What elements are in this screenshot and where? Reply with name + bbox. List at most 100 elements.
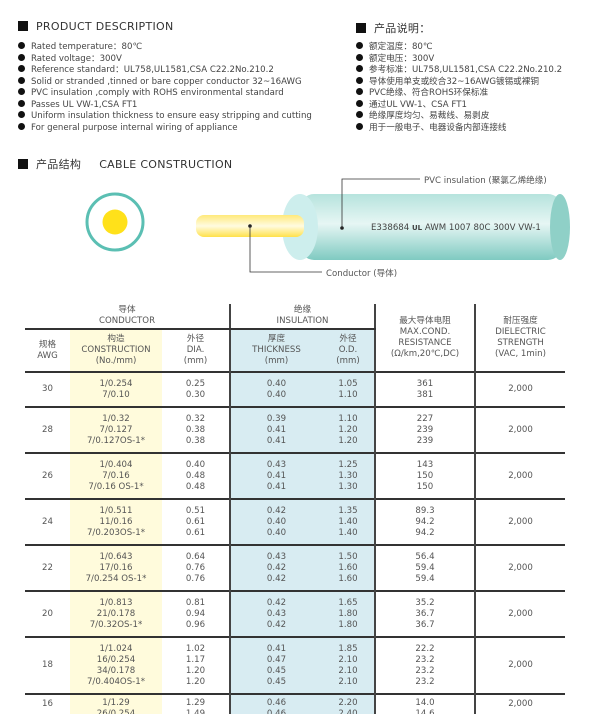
marking-text: AWM 1007 80C 300V VW-1 bbox=[424, 223, 541, 233]
list-item: 导体使用单支或绞合32~16AWG镀锡或裸铜 bbox=[356, 77, 562, 89]
insulation-end bbox=[550, 194, 570, 260]
heading-text: 产品说明： bbox=[374, 22, 431, 35]
list-item: PVC绝缘、符合ROHS环保标准 bbox=[356, 88, 562, 100]
cell-dielectric: 2,000 bbox=[474, 636, 565, 694]
cell-awg: 16 bbox=[25, 693, 70, 714]
description-list-cn: 额定温度：80℃ 额定电压：300V 参考标准：UL758,UL1581,CSA C… bbox=[356, 42, 562, 134]
group-header-conductor: 导体 CONDUCTOR bbox=[25, 304, 230, 330]
cell-dielectric: 2,000 bbox=[474, 371, 565, 407]
square-bullet-icon bbox=[18, 159, 28, 169]
header-construction: 构造 CONSTRUCTION (No./mm) bbox=[70, 329, 162, 372]
cell-thickness: 0.42 0.40 0.40 bbox=[229, 498, 322, 545]
list-item: 绝缘厚度均匀、易裁线、易剥皮 bbox=[356, 111, 562, 123]
cell-od: 1.50 1.60 1.60 bbox=[322, 544, 375, 591]
header-awg: 规格 AWG bbox=[37, 339, 58, 361]
cell-od: 1.85 2.10 2.10 2.10 bbox=[322, 636, 375, 694]
table-row: 20 1/0.813 21/0.178 7/0.32OS-1* 0.81 0.94 … bbox=[25, 590, 565, 637]
cell-dielectric: 2,000 bbox=[474, 693, 565, 714]
list-item: 额定电压：300V bbox=[356, 54, 562, 66]
cell-dielectric: 2,000 bbox=[474, 590, 565, 637]
specification-table: 导体 CONDUCTOR 绝缘 INSULATION 最大导体电阻 MAX.CO… bbox=[25, 304, 565, 714]
cell-dia: 0.40 0.48 0.48 bbox=[162, 452, 230, 499]
cell-dia: 0.51 0.61 0.61 bbox=[162, 498, 230, 545]
cell-construction: 1/0.404 7/0.16 7/0.16 OS-1* bbox=[70, 452, 162, 499]
cell-thickness: 0.39 0.41 0.41 bbox=[229, 406, 322, 453]
table-row: 24 1/0.511 11/0.16 7/0.203OS-1* 0.51 0.61 … bbox=[25, 498, 565, 545]
cross-section-conductor bbox=[102, 209, 128, 235]
conductor-leader-line bbox=[249, 226, 322, 273]
cell-dielectric: 2,000 bbox=[474, 544, 565, 591]
product-description-heading: PRODUCT DESCRIPTION bbox=[18, 20, 174, 33]
cell-awg: 28 bbox=[25, 406, 70, 453]
cable-construction-heading: 产品结构 CABLE CONSTRUCTION bbox=[18, 156, 232, 172]
cell-construction: 1/0.643 17/0.16 7/0.254 OS-1* bbox=[70, 544, 162, 591]
cell-dia: 0.25 0.30 bbox=[162, 371, 230, 407]
table-row: 28 1/0.32 7/0.127 7/0.127OS-1* 0.32 0.38 0… bbox=[25, 406, 565, 453]
cell-od: 1.35 1.40 1.40 bbox=[322, 498, 375, 545]
cell-thickness: 0.42 0.43 0.42 bbox=[229, 590, 322, 637]
header-dielectric: 耐压强度 DIELECTRIC STRENGTH (VAC, 1min) bbox=[474, 304, 565, 372]
cell-thickness: 0.40 0.40 bbox=[229, 371, 322, 407]
cell-resistance: 361 381 bbox=[374, 371, 475, 407]
cell-awg: 22 bbox=[25, 544, 70, 591]
cell-awg: 20 bbox=[25, 590, 70, 637]
cell-dia: 1.29 1.49 bbox=[162, 693, 230, 714]
cell-construction: 1/0.32 7/0.127 7/0.127OS-1* bbox=[70, 406, 162, 453]
cell-od: 1.25 1.30 1.30 bbox=[322, 452, 375, 499]
cell-od: 1.10 1.20 1.20 bbox=[322, 406, 375, 453]
group-header-insulation: 绝缘 INSULATION bbox=[229, 304, 375, 330]
cell-resistance: 227 239 239 bbox=[374, 406, 475, 453]
table-row: 18 1/1.024 16/0.254 34/0.178 7/0.404OS-1*… bbox=[25, 636, 565, 694]
header-resistance: 最大导体电阻 MAX.COND. RESISTANCE (Ω/km,20℃,DC… bbox=[374, 304, 475, 372]
heading-text-cn: 产品结构 bbox=[36, 158, 82, 171]
table-row: 26 1/0.404 7/0.16 7/0.16 OS-1* 0.40 0.48 0… bbox=[25, 452, 565, 499]
table-row: 16 1/1.29 26/0.254 1.29 1.49 0.46 0.46 2.20 … bbox=[25, 693, 565, 714]
cell-od: 1.05 1.10 bbox=[322, 371, 375, 407]
list-item: Passes UL VW-1,CSA FT1 bbox=[18, 100, 312, 112]
cell-awg: 18 bbox=[25, 636, 70, 694]
cable-marking: E338684 UL AWM 1007 80C 300V VW-1 bbox=[371, 223, 541, 233]
insulation-label: PVC insulation (聚氯乙烯绝缘) bbox=[424, 176, 547, 186]
list-item: Rated voltage：300V bbox=[18, 54, 312, 66]
list-item: 额定温度：80℃ bbox=[356, 42, 562, 54]
cell-resistance: 22.2 23.2 23.2 23.2 bbox=[374, 636, 475, 694]
marking-file-number: E338684 bbox=[371, 223, 410, 233]
conductor-label: Conductor (导体) bbox=[326, 269, 398, 279]
cell-od: 1.65 1.80 1.80 bbox=[322, 590, 375, 637]
cable-diagram bbox=[85, 178, 570, 273]
list-item: For general purpose internal wiring of a… bbox=[18, 123, 312, 135]
cell-dia: 0.64 0.76 0.76 bbox=[162, 544, 230, 591]
list-item: Uniform insulation thickness to ensure e… bbox=[18, 111, 312, 123]
cell-awg: 30 bbox=[25, 371, 70, 407]
product-description-cn-heading: 产品说明： bbox=[356, 20, 431, 36]
table-row: 22 1/0.643 17/0.16 7/0.254 OS-1* 0.64 0.76… bbox=[25, 544, 565, 591]
list-item: Solid or stranded ,tinned or bare copper… bbox=[18, 77, 312, 89]
list-item: PVC insulation ,comply with ROHS environ… bbox=[18, 88, 312, 100]
list-item: Rated temperature：80℃ bbox=[18, 42, 312, 54]
insulation-leader-line bbox=[341, 178, 420, 228]
header-dia: 外径 DIA. (mm) bbox=[183, 334, 208, 366]
cell-construction: 1/0.511 11/0.16 7/0.203OS-1* bbox=[70, 498, 162, 545]
cell-awg: 24 bbox=[25, 498, 70, 545]
cell-resistance: 35.2 36.7 36.7 bbox=[374, 590, 475, 637]
cell-thickness: 0.43 0.42 0.42 bbox=[229, 544, 322, 591]
square-bullet-icon bbox=[18, 21, 28, 31]
cell-dielectric: 2,000 bbox=[474, 498, 565, 545]
cell-dielectric: 2,000 bbox=[474, 452, 565, 499]
cell-awg: 26 bbox=[25, 452, 70, 499]
cell-dia: 1.02 1.17 1.20 1.20 bbox=[162, 636, 230, 694]
cell-resistance: 89.3 94.2 94.2 bbox=[374, 498, 475, 545]
list-item: 通过UL VW-1、CSA FT1 bbox=[356, 100, 562, 112]
cell-construction: 1/0.254 7/0.10 bbox=[70, 371, 162, 407]
square-bullet-icon bbox=[356, 23, 366, 33]
cell-resistance: 14.0 14.6 bbox=[374, 693, 475, 714]
cell-dia: 0.81 0.94 0.96 bbox=[162, 590, 230, 637]
list-item: 参考标准：UL758,UL1581,CSA C22.2No.210.2 bbox=[356, 65, 562, 77]
list-item: Reference standard：UL758,UL1581,CSA C22.… bbox=[18, 65, 312, 77]
list-item: 用于一般电子、电器设备内部连接线 bbox=[356, 123, 562, 135]
ul-logo-icon: UL bbox=[411, 224, 423, 232]
cell-construction: 1/0.813 21/0.178 7/0.32OS-1* bbox=[70, 590, 162, 637]
header-thickness: 厚度 THICKNESS (mm) bbox=[229, 329, 322, 372]
header-od: 外径 O.D. (mm) bbox=[322, 329, 375, 372]
